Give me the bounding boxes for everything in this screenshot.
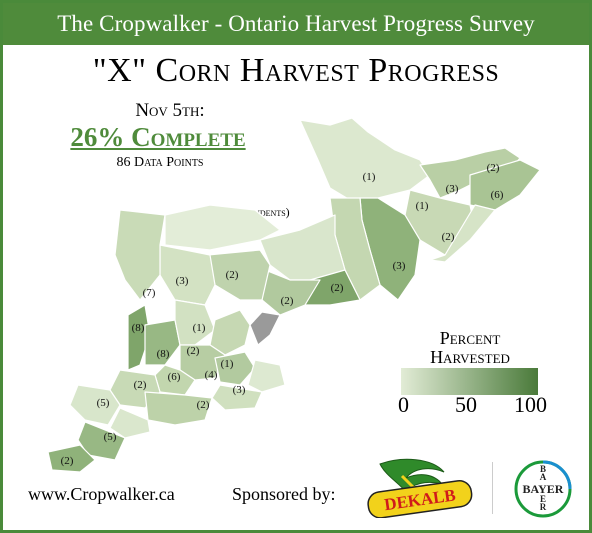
region-label: (2) (226, 269, 239, 281)
region-label: (6) (168, 371, 181, 383)
region-label: (2) (187, 345, 200, 357)
region-perth (144, 319, 181, 366)
region-label: (3) (176, 275, 189, 287)
region-label: (2) (197, 399, 210, 411)
region-halton (209, 309, 251, 356)
region-niagara (247, 359, 286, 393)
legend-tick-max: 100 (514, 392, 547, 417)
banner-title: The Cropwalker - Ontario Harvest Progres… (3, 3, 589, 45)
region-label: (5) (104, 431, 117, 443)
region-lambton (69, 384, 121, 426)
region-label: (2) (134, 379, 147, 391)
region-label: (8) (132, 322, 145, 334)
legend-title-line1: Percent (439, 328, 501, 348)
sponsored-by-label: Sponsored by: (232, 484, 336, 504)
region-label: (1) (416, 200, 429, 212)
region-label: (2) (442, 231, 455, 243)
region-label: (7) (143, 287, 156, 299)
region-label: (2) (61, 455, 74, 467)
region-label: (1) (363, 171, 376, 183)
region-bruce (114, 209, 166, 301)
region-haldimand (211, 384, 263, 411)
region-elgin (109, 407, 151, 439)
map-title: "X" Corn Harvest Progress (92, 52, 500, 89)
bayer-logo: BAYER B A E R (514, 460, 572, 518)
legend-tick-mid: 50 (455, 392, 477, 417)
svg-text:E: E (540, 494, 546, 504)
legend-color-bar (401, 368, 538, 395)
region-label: (5) (97, 397, 110, 409)
svg-text:BAYER: BAYER (523, 482, 564, 496)
region-simcoe (207, 249, 271, 301)
survey-date: Nov 5th: (135, 100, 205, 121)
legend-title-line2: Harvested (430, 347, 510, 367)
region-hamilton (214, 351, 256, 386)
region-label: (6) (491, 189, 504, 201)
footer-separator (492, 462, 493, 514)
region-label: (1) (193, 322, 206, 334)
region-essex (47, 444, 96, 473)
region-label: (2) (331, 282, 344, 294)
svg-text:B: B (540, 464, 546, 474)
percent-complete: 26% Complete (70, 122, 246, 152)
region-label: (4) (205, 369, 218, 381)
website-link[interactable]: www.Cropwalker.ca (28, 484, 175, 504)
svg-text:A: A (540, 472, 547, 482)
region-east-lower (429, 204, 496, 263)
region-ne-upper (299, 117, 431, 201)
region-label: (3) (233, 384, 246, 396)
region-label: (2) (487, 162, 500, 174)
data-points-count: 86 Data Points (116, 155, 204, 170)
region-kent (77, 421, 126, 461)
dekalb-logo: DEKALB (367, 458, 473, 518)
region-label: (2) (281, 295, 294, 307)
region-georgian (164, 204, 281, 251)
region-label: (3) (446, 183, 459, 195)
region-label: (3) (393, 260, 406, 272)
region-label: (8) (157, 348, 170, 360)
legend-tick-min: 0 (398, 392, 409, 417)
region-label: (1) (221, 358, 234, 370)
region-toronto-nodata (249, 311, 281, 346)
svg-text:R: R (540, 502, 547, 512)
